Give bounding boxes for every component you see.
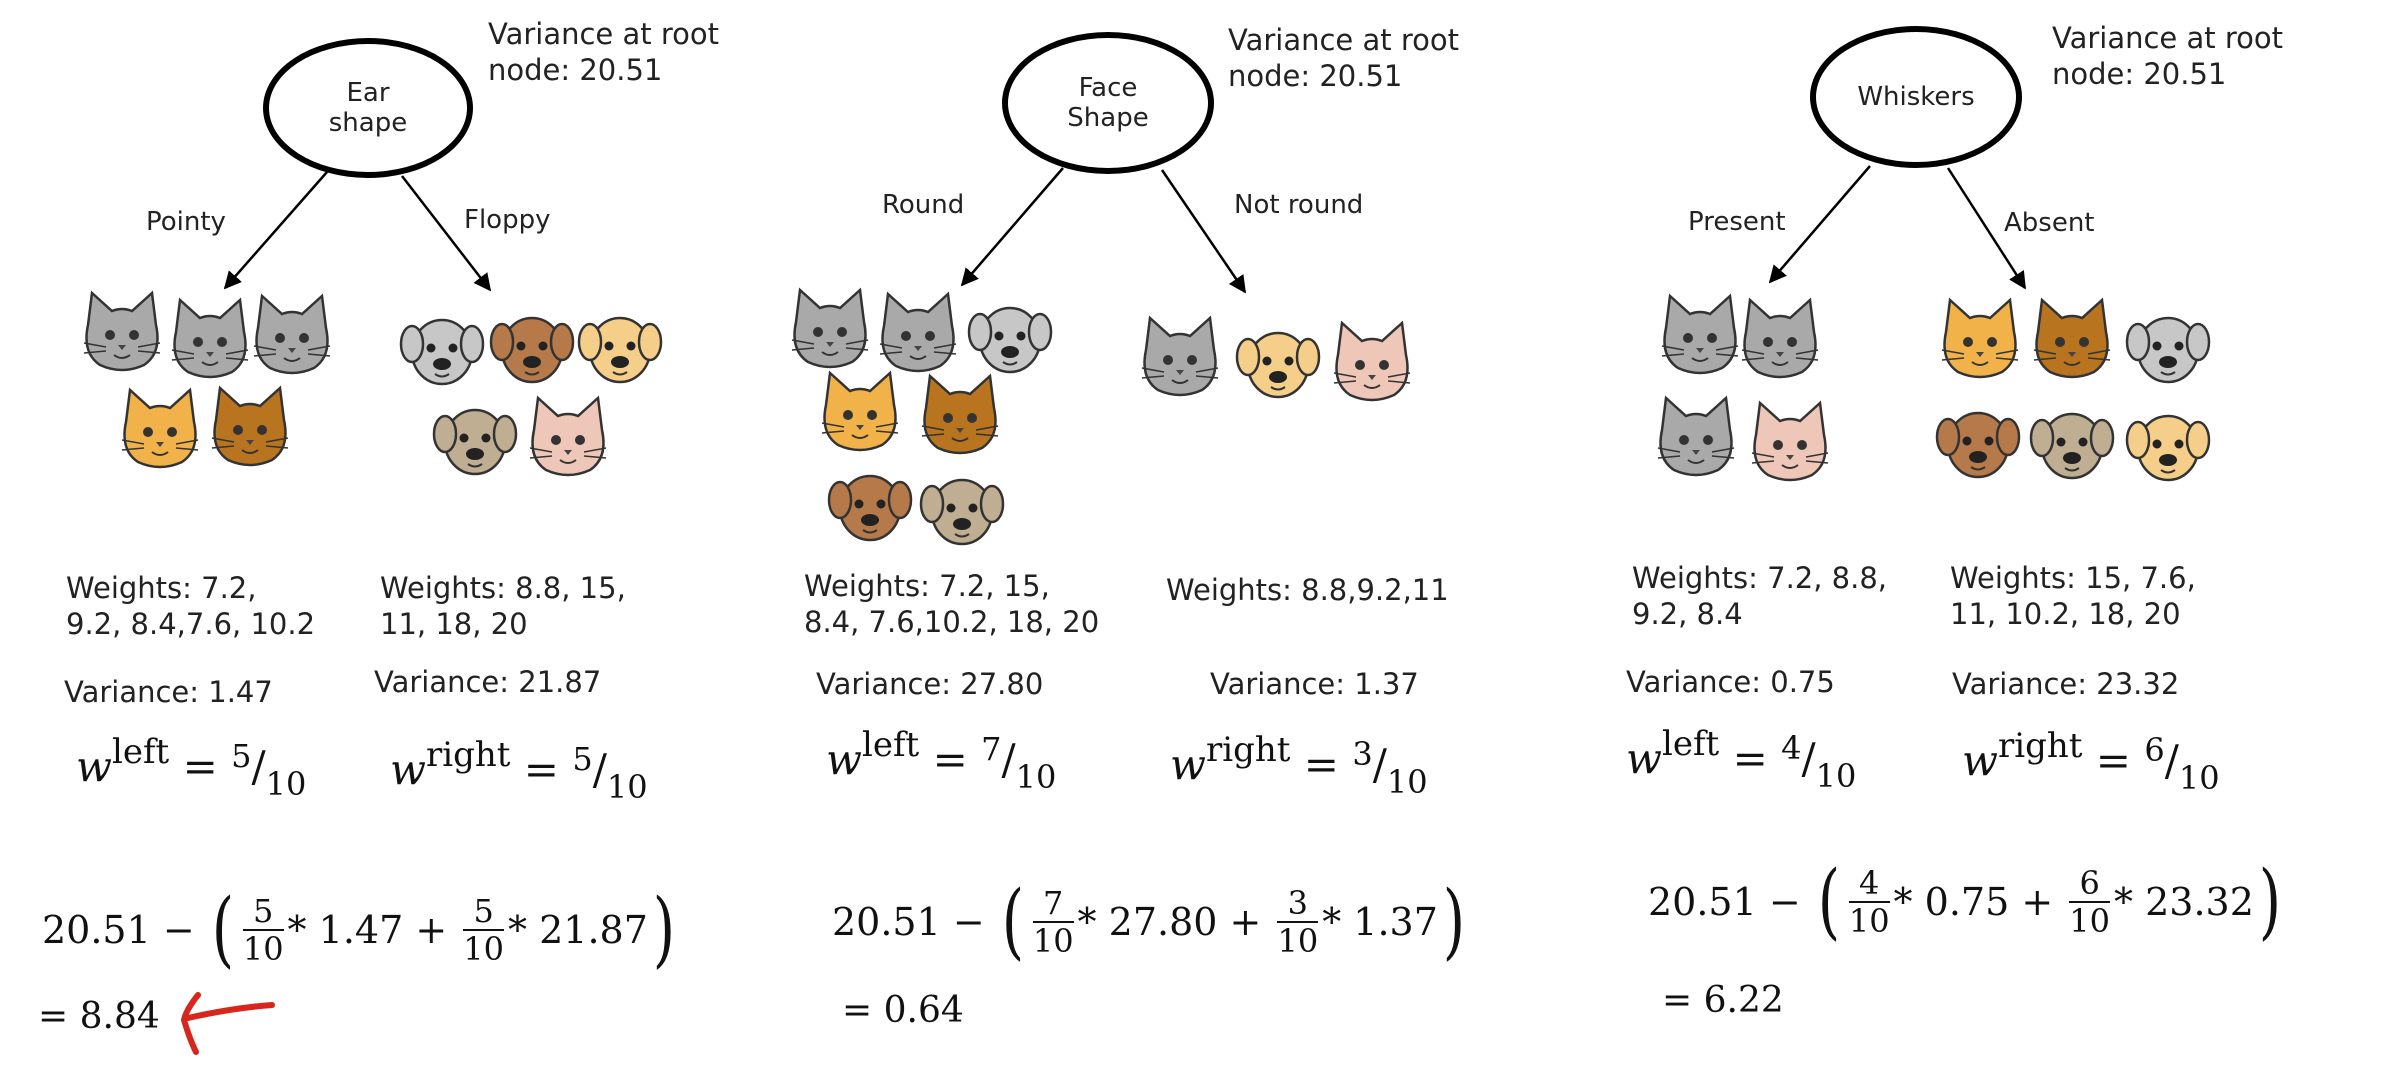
brown-cat-face-icon <box>210 386 290 467</box>
right-weights: Weights: 8.8,9.2,11 <box>1166 573 1449 607</box>
pug-dog-face-icon <box>2029 412 2115 480</box>
w-right-formula: wright = 6/10 <box>1962 726 2220 797</box>
edge-label-pointy: Pointy <box>146 207 226 237</box>
orange-cat-face-icon <box>120 388 200 469</box>
brown-dog-face-icon <box>489 316 575 384</box>
result-value: = 0.64 <box>842 990 964 1031</box>
arrow-not-round <box>1160 169 1247 294</box>
arrow-present <box>1768 165 1871 284</box>
right-weights: Weights: 8.8, 15, 11, 18, 20 <box>380 571 626 641</box>
right-variance: Variance: 1.37 <box>1210 667 1419 701</box>
w-left-formula: wleft = 7/10 <box>826 725 1057 796</box>
arrow-pointy <box>223 171 328 290</box>
brown-cat-face-icon <box>920 374 1000 455</box>
reduction-equation: 20.51 − ( 7 10 * 27.80 + 3 10 * 1.37 ) <box>832 874 1466 969</box>
left-weights: Weights: 7.2, 8.8, 9.2, 8.4 <box>1632 561 1888 631</box>
left-variance: Variance: 27.80 <box>816 667 1044 701</box>
tan-dog-face-icon <box>577 316 663 384</box>
tan-dog-face-icon <box>2125 414 2211 482</box>
edge-label-round: Round <box>882 190 965 220</box>
orange-cat-face-icon <box>1940 298 2020 379</box>
result-value: = 6.22 <box>1662 980 1784 1021</box>
root-node-face-shape: Face Shape <box>1002 32 1214 174</box>
reduction-equation: 20.51 − ( 5 10 * 1.47 + 5 10 * 21.87 ) <box>42 882 676 977</box>
gray-dog-face-icon <box>2125 316 2211 384</box>
gray-cat-face-icon <box>1656 396 1736 477</box>
gray-cat-face-icon <box>1740 298 1820 379</box>
gray-cat-face-icon <box>790 288 870 369</box>
highlight-arrow-icon <box>180 992 275 1055</box>
right-weights: Weights: 15, 7.6, 11, 10.2, 18, 20 <box>1950 561 2196 631</box>
pink-cat-face-icon <box>1332 321 1412 402</box>
gray-cat-face-icon <box>170 298 250 379</box>
pug-dog-face-icon <box>432 408 518 476</box>
w-right-formula: wright = 3/10 <box>1170 730 1428 801</box>
arrow-round <box>960 167 1064 287</box>
gray-dog-face-icon <box>967 306 1053 374</box>
arrow-floppy <box>401 175 492 292</box>
tan-dog-face-icon <box>1235 331 1321 399</box>
root-variance-label: Variance at root node: 20.51 <box>2052 21 2283 91</box>
root-node-ear-shape: Ear shape <box>263 38 473 178</box>
w-right-formula: wright = 5/10 <box>390 735 648 806</box>
root-variance-label: Variance at root node: 20.51 <box>488 17 719 87</box>
brown-cat-face-icon <box>2032 298 2112 379</box>
pug-dog-face-icon <box>919 478 1005 546</box>
arrow-absent <box>1946 167 2027 290</box>
right-variance: Variance: 23.32 <box>1952 667 2180 701</box>
pink-cat-face-icon <box>528 396 608 477</box>
edge-label-not-round: Not round <box>1234 190 1364 220</box>
gray-cat-face-icon <box>1660 294 1740 375</box>
animal-faces <box>82 288 2211 546</box>
brown-dog-face-icon <box>1935 411 2021 479</box>
edge-label-floppy: Floppy <box>464 205 551 235</box>
left-variance: Variance: 0.75 <box>1626 665 1835 699</box>
gray-cat-face-icon <box>82 291 162 372</box>
left-weights: Weights: 7.2, 9.2, 8.4,7.6, 10.2 <box>66 571 316 641</box>
edge-label-absent: Absent <box>2004 208 2095 238</box>
w-left-formula: wleft = 5/10 <box>76 732 307 803</box>
reduction-equation: 20.51 − ( 4 10 * 0.75 + 6 10 * 23.32 ) <box>1648 854 2282 949</box>
orange-cat-face-icon <box>820 371 900 452</box>
brown-dog-face-icon <box>827 474 913 542</box>
root-node-whiskers: Whiskers <box>1810 26 2022 168</box>
result-value: = 8.84 <box>38 996 160 1037</box>
right-variance: Variance: 21.87 <box>374 665 602 699</box>
gray-cat-face-icon <box>252 294 332 375</box>
edge-label-present: Present <box>1688 207 1786 237</box>
gray-cat-face-icon <box>1140 316 1220 397</box>
w-left-formula: wleft = 4/10 <box>1626 724 1857 795</box>
pink-cat-face-icon <box>1750 401 1830 482</box>
left-weights: Weights: 7.2, 15, 8.4, 7.6,10.2, 18, 20 <box>804 569 1100 639</box>
root-variance-label: Variance at root node: 20.51 <box>1228 23 1459 93</box>
left-variance: Variance: 1.47 <box>64 675 273 709</box>
gray-dog-face-icon <box>399 318 485 386</box>
gray-cat-face-icon <box>878 292 958 373</box>
